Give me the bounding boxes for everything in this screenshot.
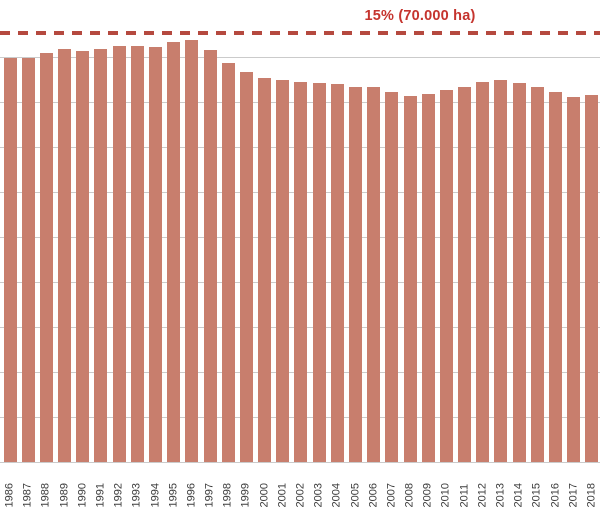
x-axis-label-2012: 2012 <box>476 483 489 508</box>
bar-2018 <box>585 95 599 462</box>
x-axis-label-1987: 1987 <box>21 483 34 508</box>
bar-2015 <box>530 87 544 462</box>
x-axis-label-1990: 1990 <box>76 483 89 508</box>
bar-1993 <box>130 46 144 462</box>
target-line-label: 15% (70.000 ha) <box>364 8 476 24</box>
bar-1992 <box>112 46 126 462</box>
bar-1991 <box>94 49 108 462</box>
x-axis-label-2003: 2003 <box>312 483 325 508</box>
bar-2013 <box>494 80 508 462</box>
bar-1995 <box>167 42 181 462</box>
bar-1989 <box>58 49 71 462</box>
x-axis-label-2004: 2004 <box>330 483 343 508</box>
bar-2002 <box>294 82 308 462</box>
gridline <box>0 57 600 58</box>
bar-1997 <box>203 50 217 462</box>
x-axis-label-2015: 2015 <box>530 483 543 508</box>
x-axis-label-2008: 2008 <box>403 483 416 508</box>
x-axis-label-1989: 1989 <box>58 483 70 508</box>
bar-2007 <box>385 92 399 462</box>
bar-1994 <box>149 47 162 462</box>
x-axis-label-2014: 2014 <box>512 483 525 508</box>
bar-1987 <box>21 58 35 462</box>
x-axis-label-2005: 2005 <box>349 483 361 508</box>
bar-1990 <box>76 51 90 462</box>
x-axis-label-1994: 1994 <box>149 483 161 508</box>
gridline <box>0 462 600 463</box>
bar-2017 <box>567 97 581 462</box>
bar-2014 <box>512 83 526 462</box>
bar-2000 <box>258 78 271 462</box>
x-axis-label-1986: 1986 <box>3 483 16 508</box>
bar-2005 <box>349 87 362 462</box>
x-axis-label-2011: 2011 <box>458 483 470 508</box>
x-axis-label-1993: 1993 <box>130 483 143 508</box>
x-axis-label-1995: 1995 <box>167 483 180 508</box>
x-axis-label-1996: 1996 <box>185 483 198 508</box>
x-axis-label-2016: 2016 <box>549 483 561 508</box>
x-axis-label-2010: 2010 <box>439 483 452 508</box>
x-axis-label-1991: 1991 <box>94 483 107 508</box>
x-axis-label-1999: 1999 <box>239 483 252 508</box>
bar-1998 <box>221 63 235 462</box>
bar-2012 <box>476 82 490 462</box>
x-axis-label-2009: 2009 <box>421 483 434 508</box>
bar-2011 <box>458 87 471 462</box>
x-axis-label-2013: 2013 <box>494 483 507 508</box>
x-axis-label-2017: 2017 <box>567 483 580 508</box>
target-dashed-line <box>0 31 600 35</box>
bar-2001 <box>276 80 290 462</box>
x-axis-label-2001: 2001 <box>276 483 289 508</box>
x-axis-label-2000: 2000 <box>258 483 270 508</box>
x-axis-label-2007: 2007 <box>385 483 398 508</box>
bar-1988 <box>39 53 53 462</box>
x-axis-label-1992: 1992 <box>112 483 125 508</box>
x-axis-label-2018: 2018 <box>585 483 598 508</box>
bar-1999 <box>239 72 253 462</box>
x-axis-label-1988: 1988 <box>39 483 52 508</box>
x-axis-label-2006: 2006 <box>367 483 380 508</box>
bar-1986 <box>3 58 17 462</box>
bar-2004 <box>330 84 344 462</box>
x-axis-label-1997: 1997 <box>203 483 216 508</box>
bar-1996 <box>185 40 199 462</box>
bar-2006 <box>367 87 381 462</box>
bar-2010 <box>439 90 453 462</box>
x-axis-label-2002: 2002 <box>294 483 307 508</box>
bar-2016 <box>549 92 562 462</box>
bar-2003 <box>312 83 326 462</box>
bar-2009 <box>421 94 435 462</box>
bar-2008 <box>403 96 417 462</box>
x-axis-label-1998: 1998 <box>221 483 234 508</box>
